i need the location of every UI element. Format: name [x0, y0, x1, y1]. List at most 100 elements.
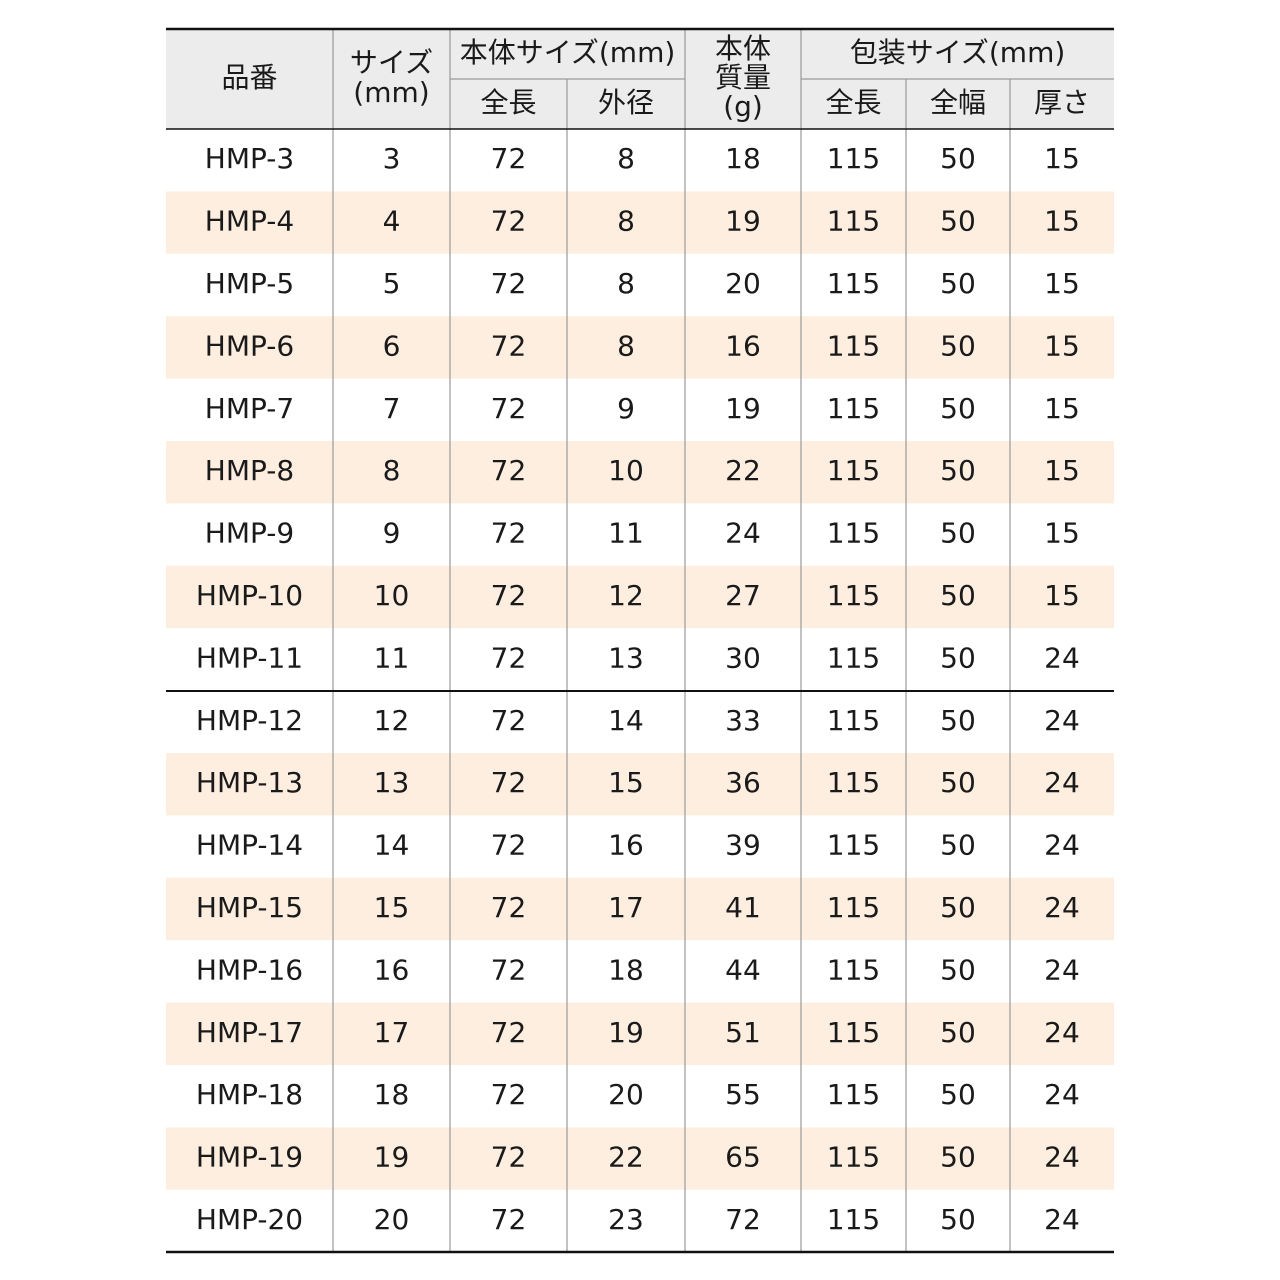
- cell-value: 50: [940, 1141, 976, 1174]
- cell-value: 7: [383, 392, 401, 425]
- cell-value: 72: [491, 829, 527, 862]
- cell-value: 8: [617, 205, 635, 238]
- cell-value: 115: [827, 329, 880, 362]
- row-shading: [166, 1127, 1114, 1190]
- cell-value: 15: [1044, 267, 1080, 300]
- cell-value: 72: [491, 205, 527, 238]
- cell-value: 50: [940, 329, 976, 362]
- cell-value: 50: [940, 1078, 976, 1111]
- cell-value: 3: [383, 142, 401, 175]
- cell-value: 16: [608, 829, 644, 862]
- cell-value: 50: [940, 829, 976, 862]
- cell-value: 24: [1044, 1141, 1080, 1174]
- header-cell: サイズ: [350, 46, 433, 79]
- cell-value: 22: [725, 454, 761, 487]
- cell-value: 19: [725, 392, 761, 425]
- cell-value: 12: [374, 704, 410, 737]
- cell-value: 72: [491, 891, 527, 924]
- cell-value: 72: [491, 579, 527, 612]
- cell-value: 24: [1044, 953, 1080, 986]
- product-code: HMP-10: [196, 579, 303, 612]
- cell-value: 13: [608, 641, 644, 674]
- row-shading: [166, 753, 1114, 816]
- cell-value: 115: [827, 641, 880, 674]
- product-code: HMP-8: [205, 454, 294, 487]
- cell-value: 44: [725, 953, 761, 986]
- cell-value: 36: [725, 766, 761, 799]
- cell-value: 13: [374, 766, 410, 799]
- cell-value: 50: [940, 641, 976, 674]
- product-code: HMP-14: [196, 829, 303, 862]
- cell-value: 72: [491, 1016, 527, 1049]
- header-cell: 全長: [480, 86, 536, 119]
- product-code: HMP-15: [196, 891, 303, 924]
- cell-value: 20: [725, 267, 761, 300]
- cell-value: 50: [940, 392, 976, 425]
- product-code: HMP-13: [196, 766, 303, 799]
- product-code: HMP-5: [205, 267, 294, 300]
- cell-value: 24: [1044, 891, 1080, 924]
- cell-value: 50: [940, 517, 976, 550]
- header-cell: 全長: [825, 86, 881, 119]
- row-backgrounds: [166, 191, 1114, 1190]
- cell-value: 65: [725, 1141, 761, 1174]
- cell-value: 9: [617, 392, 635, 425]
- row-shading: [166, 565, 1114, 629]
- cell-value: 17: [374, 1016, 410, 1049]
- cell-value: 19: [374, 1141, 410, 1174]
- cell-value: 18: [608, 953, 644, 986]
- cell-value: 24: [1044, 641, 1080, 674]
- cell-value: 5: [383, 267, 401, 300]
- cell-value: 115: [827, 267, 880, 300]
- cell-value: 20: [374, 1203, 410, 1236]
- cell-value: 72: [491, 517, 527, 550]
- cell-value: 11: [374, 641, 410, 674]
- cell-value: 19: [608, 1016, 644, 1049]
- product-code: HMP-17: [196, 1016, 303, 1049]
- product-code: HMP-4: [205, 205, 294, 238]
- cell-value: 72: [725, 1203, 761, 1236]
- row-shading: [166, 441, 1114, 504]
- cell-value: 115: [827, 1203, 880, 1236]
- cell-value: 39: [725, 829, 761, 862]
- cell-value: 115: [827, 1141, 880, 1174]
- cell-value: 115: [827, 205, 880, 238]
- cell-value: 115: [827, 766, 880, 799]
- cell-value: 15: [374, 891, 410, 924]
- cell-value: 14: [374, 829, 410, 862]
- product-code: HMP-18: [196, 1078, 303, 1111]
- cell-value: 72: [491, 1078, 527, 1111]
- cell-value: 50: [940, 953, 976, 986]
- product-code: HMP-20: [196, 1203, 303, 1236]
- grid-lines: [332, 29, 1114, 1252]
- cell-value: 8: [617, 267, 635, 300]
- cell-value: 50: [940, 267, 976, 300]
- header-cell: 包装サイズ(mm): [850, 36, 1066, 69]
- row-shading: [166, 191, 1114, 254]
- cell-value: 24: [1044, 1016, 1080, 1049]
- cell-value: 115: [827, 392, 880, 425]
- cell-value: 4: [383, 205, 401, 238]
- cell-value: 12: [608, 579, 644, 612]
- cell-value: 72: [491, 766, 527, 799]
- row-shading: [166, 316, 1114, 379]
- cell-value: 33: [725, 704, 761, 737]
- product-code: HMP-11: [196, 641, 303, 674]
- cell-value: 15: [608, 766, 644, 799]
- cell-value: 20: [608, 1078, 644, 1111]
- product-code: HMP-3: [205, 142, 294, 175]
- cell-value: 50: [940, 454, 976, 487]
- cell-value: 8: [617, 329, 635, 362]
- cell-value: 30: [725, 641, 761, 674]
- cell-value: 27: [725, 579, 761, 612]
- cell-value: 15: [1044, 142, 1080, 175]
- cell-value: 15: [1044, 205, 1080, 238]
- product-code: HMP-19: [196, 1141, 303, 1174]
- cell-value: 72: [491, 267, 527, 300]
- cell-value: 72: [491, 142, 527, 175]
- cell-value: 72: [491, 392, 527, 425]
- cell-value: 55: [725, 1078, 761, 1111]
- cell-value: 24: [1044, 704, 1080, 737]
- cell-value: 24: [725, 517, 761, 550]
